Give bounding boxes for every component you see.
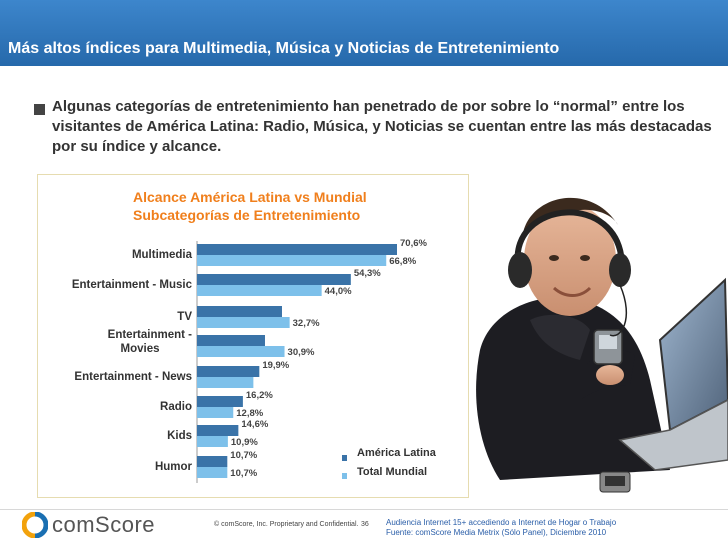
person-with-headphones-and-laptop-photo bbox=[476, 197, 728, 493]
category-label-kids: Kids bbox=[167, 430, 192, 442]
category-labels: Multimedia Entertainment - Music TV Enterta… bbox=[72, 249, 193, 473]
chart-subtitle: Subcategorías de Entretenimiento bbox=[133, 207, 361, 223]
footnote-line-2: Fuente: comScore Media Metrix (Sólo Pane… bbox=[386, 528, 607, 537]
bar-tv-total-mundial bbox=[197, 317, 290, 328]
chart-title: Alcance América Latina vs Mundial bbox=[133, 189, 367, 205]
bar-humor-total-mundial bbox=[197, 467, 228, 478]
header-bar: Más altos índices para Multimedia, Músic… bbox=[0, 0, 728, 66]
bullet-icon bbox=[34, 104, 45, 115]
legend-label-total-mundial: Total Mundial bbox=[357, 466, 427, 478]
category-label-radio: Radio bbox=[160, 401, 192, 413]
bar-entertainment-movies-total-mundial bbox=[197, 346, 285, 357]
category-label-entertainment-music: Entertainment - Music bbox=[72, 279, 193, 291]
chart-bars: 70,6% 66,8% 54,3%44,0% 32,7% 30,9% 19,9% 16,2%… bbox=[197, 238, 427, 479]
category-label-entertainment-movies-1: Entertainment - bbox=[108, 329, 193, 341]
category-label-entertainment-news: Entertainment - News bbox=[74, 371, 192, 383]
bar-radio-total-mundial bbox=[197, 407, 234, 418]
legend-label-america-latina: América Latina bbox=[357, 447, 437, 459]
bar-entertainment-movies-am-rica-latina bbox=[197, 335, 265, 346]
footer-divider bbox=[0, 509, 728, 510]
category-label-humor: Humor bbox=[155, 461, 193, 473]
value-label-entertainment-music-am-rica-latina: 54,3% bbox=[354, 268, 381, 279]
comscore-logo-icon bbox=[22, 512, 48, 538]
chart-title-block: Alcance América Latina vs Mundial Subcat… bbox=[133, 188, 367, 224]
slide-title: Más altos índices para Multimedia, Músic… bbox=[8, 40, 560, 57]
value-label-entertainment-music-total-mundial: 44,0% bbox=[325, 286, 352, 297]
bar-humor-am-rica-latina bbox=[197, 456, 228, 467]
bar-multimedia-am-rica-latina bbox=[197, 244, 397, 255]
bar-kids-total-mundial bbox=[197, 436, 228, 447]
value-label-multimedia-am-rica-latina: 70,6% bbox=[400, 238, 427, 249]
logo-text: comScore bbox=[52, 512, 156, 537]
page-number: 36 bbox=[361, 521, 369, 528]
bar-radio-am-rica-latina bbox=[197, 396, 243, 407]
bullet-text: Algunas categorías de entretenimiento ha… bbox=[52, 98, 712, 155]
value-label-kids-am-rica-latina: 14,6% bbox=[241, 419, 268, 430]
bar-tv-am-rica-latina bbox=[197, 306, 282, 317]
value-label-humor-am-rica-latina: 10,7% bbox=[230, 450, 257, 461]
footnote-line-1: Audiencia Internet 15+ accediendo a Inte… bbox=[386, 518, 617, 527]
chart-legend: América Latina Total Mundial bbox=[342, 447, 437, 479]
category-label-multimedia: Multimedia bbox=[132, 249, 193, 261]
value-label-entertainment-movies-total-mundial: 30,9% bbox=[288, 347, 315, 358]
value-label-kids-total-mundial: 10,9% bbox=[231, 437, 258, 448]
bar-entertainment-music-am-rica-latina bbox=[197, 274, 351, 285]
category-label-entertainment-movies-2: Movies bbox=[121, 343, 160, 355]
bar-entertainment-news-total-mundial bbox=[197, 377, 254, 388]
value-label-radio-am-rica-latina: 16,2% bbox=[246, 390, 273, 401]
legend-swatch-total-mundial bbox=[342, 473, 347, 479]
source-footnote: Audiencia Internet 15+ accediendo a Inte… bbox=[386, 518, 616, 538]
value-label-tv-total-mundial: 32,7% bbox=[293, 318, 320, 329]
value-label-multimedia-total-mundial: 66,8% bbox=[389, 256, 416, 267]
category-label-tv: TV bbox=[177, 311, 192, 323]
bar-entertainment-music-total-mundial bbox=[197, 285, 322, 296]
bar-kids-am-rica-latina bbox=[197, 425, 239, 436]
value-label-entertainment-news-am-rica-latina: 19,9% bbox=[262, 360, 289, 371]
bar-multimedia-total-mundial bbox=[197, 255, 387, 266]
value-label-radio-total-mundial: 12,8% bbox=[236, 408, 263, 419]
bar-entertainment-news-am-rica-latina bbox=[197, 366, 260, 377]
copyright-text: © comScore, Inc. Proprietary and Confide… bbox=[214, 521, 359, 528]
legend-swatch-america-latina bbox=[342, 455, 347, 461]
value-label-humor-total-mundial: 10,7% bbox=[230, 468, 257, 479]
